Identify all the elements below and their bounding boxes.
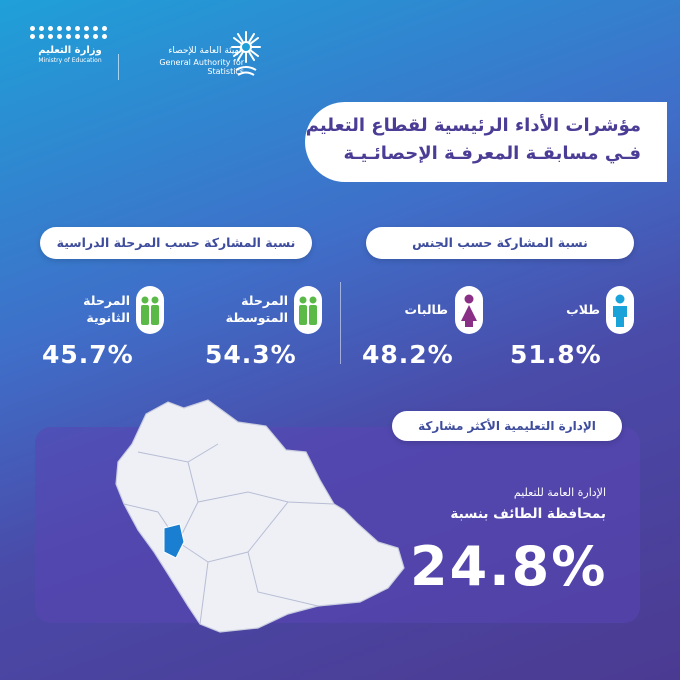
female-percentage: 48.2% bbox=[362, 340, 454, 369]
intermediate-label-line1: المرحلة bbox=[241, 293, 288, 308]
intermediate-label-line2: المتوسطة bbox=[225, 310, 288, 325]
section-divider bbox=[340, 282, 341, 364]
gastat-emblem-icon bbox=[231, 31, 261, 76]
admin-main-text: بمحافظة الطائف بنسبة bbox=[450, 506, 606, 522]
male-icon bbox=[606, 286, 634, 334]
gender-section-header: نسبة المشاركة حسب الجنس bbox=[366, 227, 634, 259]
secondary-students-icon bbox=[136, 286, 164, 334]
admin-percentage: 24.8% bbox=[410, 535, 608, 598]
female-icon bbox=[455, 286, 483, 334]
secondary-label-line1: المرحلة bbox=[83, 293, 130, 308]
moe-name-en: Ministry of Education bbox=[38, 57, 102, 64]
ministry-of-education-logo: وزارة التعليم Ministry of Education bbox=[30, 26, 120, 78]
female-label: طالبات bbox=[404, 302, 448, 317]
page-title-box: مؤشرات الأداء الرئيسية لقطاع التعليم فـي… bbox=[305, 102, 667, 182]
saudi-arabia-map-icon bbox=[115, 399, 405, 633]
intermediate-percentage: 54.3% bbox=[205, 340, 297, 369]
male-percentage: 51.8% bbox=[510, 340, 602, 369]
page-title-line2: فـي مسابقـة المعرفـة الإحصائـيـة bbox=[343, 143, 641, 164]
admin-subtitle: الإدارة العامة للتعليم bbox=[513, 486, 606, 499]
logo-divider bbox=[118, 54, 119, 80]
male-label: طلاب bbox=[566, 302, 600, 317]
gas-name-ar: الهيئة العامة للإحصاء bbox=[168, 46, 244, 56]
secondary-percentage: 45.7% bbox=[42, 340, 134, 369]
moe-name-ar: وزارة التعليم bbox=[38, 45, 102, 56]
gastat-logo-text: الهيئة العامة للإحصاء General Authority … bbox=[124, 46, 244, 76]
gas-name-en: General Authority for Statistics bbox=[159, 58, 244, 76]
secondary-stage-label: المرحلة الثانوية bbox=[66, 292, 130, 326]
intermediate-stage-label: المرحلة المتوسطة bbox=[226, 292, 288, 326]
moe-dots-icon bbox=[30, 26, 110, 39]
secondary-label-line2: الثانوية bbox=[86, 310, 130, 325]
stage-section-header: نسبة المشاركة حسب المرحلة الدراسية bbox=[40, 227, 312, 259]
page-title-line1: مؤشرات الأداء الرئيسية لقطاع التعليم bbox=[305, 115, 641, 136]
admin-section-header: الإدارة التعليمية الأكثر مشاركة bbox=[392, 411, 622, 441]
intermediate-students-icon bbox=[294, 286, 322, 334]
